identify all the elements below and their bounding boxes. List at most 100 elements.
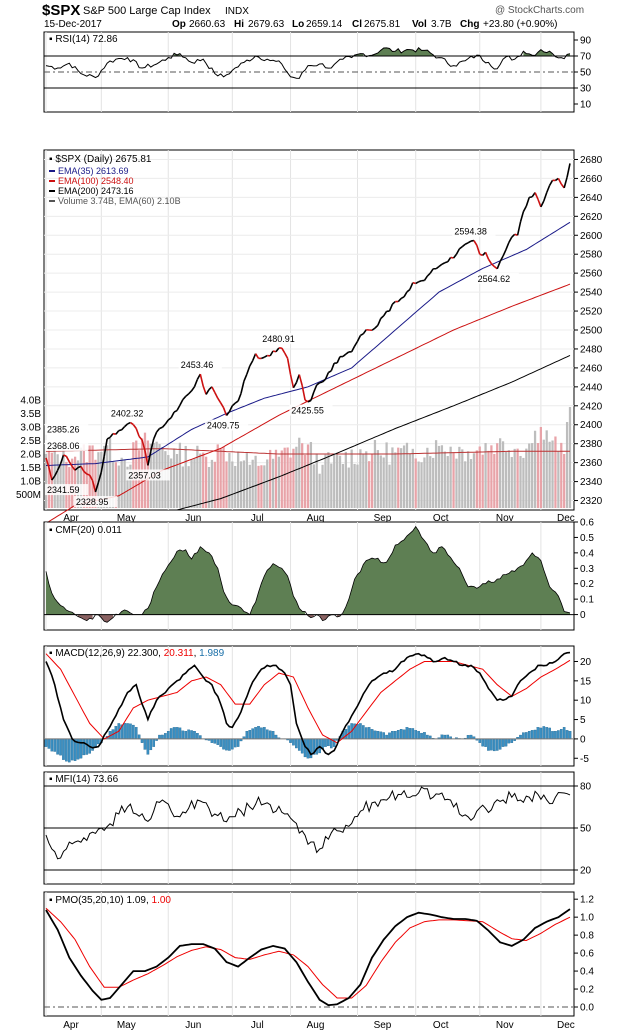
macd-histogram-bar bbox=[481, 738, 484, 747]
volume-bar bbox=[484, 443, 487, 508]
macd-histogram-bar bbox=[59, 738, 62, 756]
macd-histogram-bar bbox=[126, 723, 129, 740]
macd-histogram-bar bbox=[263, 727, 266, 740]
macd-histogram-bar bbox=[193, 731, 196, 740]
volume-bar bbox=[472, 453, 476, 508]
pmo-axis-tick-label: 0.6 bbox=[580, 949, 594, 960]
macd-histogram-bar bbox=[158, 734, 161, 740]
price-segment bbox=[261, 356, 265, 360]
volume-bar bbox=[295, 446, 298, 508]
volume-bar bbox=[44, 454, 48, 508]
price-segment bbox=[170, 411, 175, 419]
volume-bar bbox=[303, 454, 307, 508]
macd-histogram-bar bbox=[359, 723, 362, 740]
macd-histogram-bar bbox=[292, 738, 295, 746]
price-segment bbox=[243, 373, 248, 382]
price-segment bbox=[327, 370, 332, 374]
macd-histogram-bar bbox=[399, 729, 403, 740]
macd-histogram-bar bbox=[175, 727, 179, 740]
price-segment bbox=[182, 395, 187, 401]
volume-bar bbox=[103, 445, 106, 508]
price-segment bbox=[237, 393, 242, 402]
macd-histogram-bar bbox=[559, 729, 563, 740]
price-segment bbox=[423, 275, 429, 281]
volume-bar bbox=[414, 458, 417, 508]
volume-bar bbox=[475, 450, 478, 508]
price-segment bbox=[359, 333, 364, 337]
volume-bar bbox=[187, 466, 190, 508]
volume-tick-label: 1.5B bbox=[20, 463, 41, 474]
mfi-axis-tick-label: 80 bbox=[580, 782, 592, 793]
macd-histogram-bar bbox=[510, 738, 514, 743]
volume-bar bbox=[353, 463, 356, 508]
price-axis-tick-label: 2500 bbox=[580, 326, 603, 337]
price-segment bbox=[313, 384, 318, 393]
macd-histogram-bar bbox=[379, 731, 383, 740]
month-label: Apr bbox=[63, 513, 79, 524]
macd-histogram-bar bbox=[56, 738, 59, 755]
macd-histogram-bar bbox=[417, 731, 420, 740]
price-segment bbox=[557, 178, 562, 185]
volume-bar bbox=[522, 457, 525, 508]
volume-bar bbox=[376, 450, 379, 508]
price-segment bbox=[548, 179, 554, 186]
volume-bar bbox=[216, 444, 219, 508]
macd-histogram-bar bbox=[47, 738, 51, 749]
mfi-line bbox=[45, 786, 571, 860]
price-segment bbox=[418, 279, 422, 283]
pmo-axis-tick-label: 0.8 bbox=[580, 931, 594, 942]
price-segment bbox=[231, 402, 236, 407]
macd-axis-tick-label: 0 bbox=[580, 734, 586, 745]
date-label: 15-Dec-2017 bbox=[44, 19, 102, 30]
volume-bar bbox=[260, 465, 263, 508]
macd-title-part: 20.311 bbox=[164, 648, 194, 659]
macd-histogram-bar bbox=[391, 731, 394, 740]
legend-entry: EMA(35) 2613.69 bbox=[58, 166, 129, 176]
price-segment bbox=[455, 248, 461, 255]
macd-histogram-bar bbox=[426, 734, 429, 740]
price-segment bbox=[499, 255, 504, 262]
price-segment bbox=[452, 253, 458, 259]
macd-histogram-bar bbox=[228, 738, 231, 751]
macd-histogram-bar bbox=[260, 727, 263, 740]
price-axis-tick-label: 2320 bbox=[580, 496, 603, 507]
price-segment bbox=[400, 296, 405, 300]
volume-bar bbox=[548, 441, 551, 508]
pmo-signal-line bbox=[45, 907, 571, 999]
macd-axis-tick-label: 10 bbox=[580, 696, 592, 707]
volume-bar bbox=[239, 461, 243, 508]
price-segment bbox=[91, 480, 97, 493]
volume-bar bbox=[167, 455, 170, 508]
price-segment bbox=[59, 454, 65, 465]
volume-bar bbox=[196, 445, 199, 508]
macd-histogram-bar bbox=[405, 727, 409, 740]
bottom-month-label: Jul bbox=[251, 1020, 264, 1031]
price-segment bbox=[502, 249, 507, 257]
price-segment bbox=[48, 467, 53, 481]
macd-histogram-bar bbox=[498, 738, 502, 750]
volume-bar bbox=[437, 445, 441, 508]
price-segment bbox=[118, 429, 122, 432]
macd-histogram-bar bbox=[446, 734, 450, 740]
volume-bar bbox=[73, 456, 77, 508]
price-segment bbox=[144, 450, 149, 466]
price-axis-tick-label: 2680 bbox=[580, 155, 603, 166]
macd-histogram-bar bbox=[210, 738, 214, 743]
change-value: +23.80 (+0.90%) bbox=[483, 19, 558, 30]
price-segment bbox=[211, 386, 216, 393]
price-segment bbox=[461, 243, 466, 248]
macd-histogram-bar bbox=[53, 738, 57, 752]
pmo-panel-frame bbox=[43, 891, 575, 1017]
price-label: 2409.75 bbox=[207, 421, 240, 431]
price-segment bbox=[234, 400, 239, 404]
volume-bar bbox=[365, 451, 368, 508]
volume-bar bbox=[280, 450, 283, 508]
price-segment bbox=[304, 399, 309, 403]
price-axis-tick-label: 2620 bbox=[580, 212, 603, 223]
volume-tick-label: 3.5B bbox=[20, 409, 41, 420]
volume-bar bbox=[114, 462, 117, 508]
price-segment bbox=[516, 221, 522, 236]
macd-title-part: 1.989 bbox=[199, 648, 224, 659]
volume-bar bbox=[539, 427, 543, 508]
volume-bar bbox=[400, 448, 403, 508]
